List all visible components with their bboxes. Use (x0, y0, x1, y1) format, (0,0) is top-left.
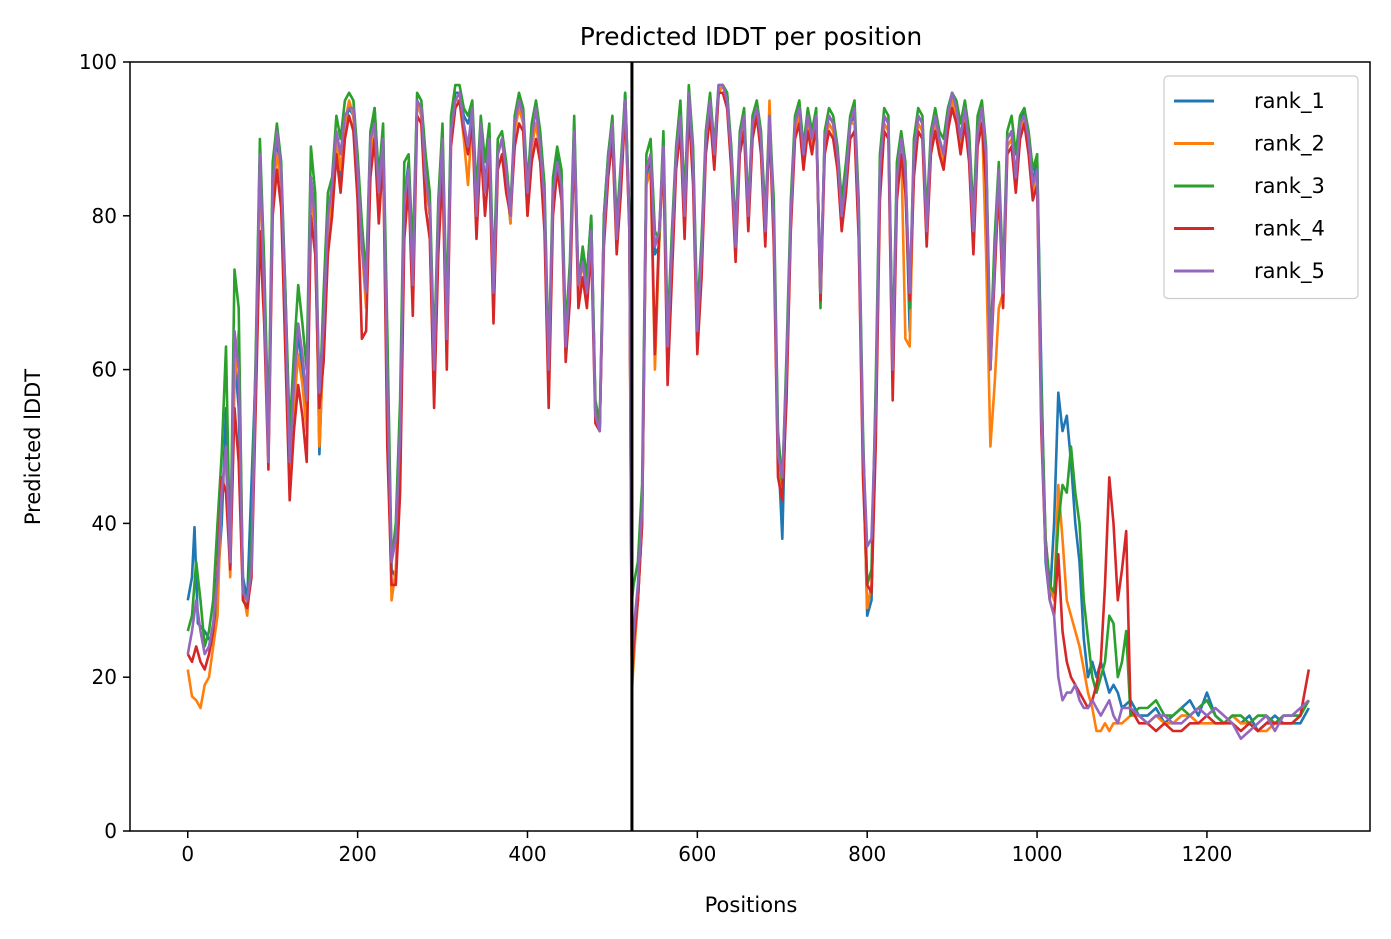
y-tick-label: 100 (79, 50, 117, 74)
y-tick-label: 60 (92, 358, 117, 382)
x-tick-label: 1000 (1012, 842, 1063, 866)
chart-title: Predicted lDDT per position (580, 22, 922, 51)
x-axis-label: Positions (705, 893, 798, 917)
x-tick-label: 0 (181, 842, 194, 866)
x-tick-label: 1200 (1181, 842, 1232, 866)
x-tick-label: 800 (848, 842, 886, 866)
x-axis-ticks: 0 200 400 600 800 1000 1200 (181, 831, 1232, 866)
y-axis-label: Predicted lDDT (21, 369, 45, 525)
y-tick-label: 80 (92, 204, 117, 228)
legend-label-rank_2: rank_2 (1254, 132, 1325, 157)
series-group (186, 83, 1311, 740)
legend-label-rank_4: rank_4 (1254, 217, 1325, 242)
series-line-rank_5 (186, 83, 1310, 740)
legend-label-rank_5: rank_5 (1254, 259, 1325, 284)
legend-label-rank_3: rank_3 (1254, 174, 1325, 199)
y-axis-ticks: 0 20 40 60 80 100 (79, 50, 130, 843)
y-tick-label: 40 (92, 511, 117, 535)
plot-frame (129, 61, 1371, 832)
legend: rank_1 rank_2 rank_3 rank_4 rank_5 (1163, 75, 1359, 300)
x-tick-label: 600 (678, 842, 716, 866)
x-tick-label: 400 (508, 842, 546, 866)
x-tick-label: 200 (339, 842, 377, 866)
y-tick-label: 0 (104, 819, 117, 843)
legend-box (1163, 75, 1359, 300)
legend-label-rank_1: rank_1 (1254, 89, 1325, 114)
y-tick-label: 20 (92, 665, 117, 689)
